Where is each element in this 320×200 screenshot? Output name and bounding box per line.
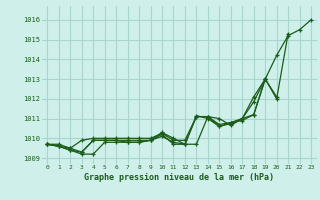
X-axis label: Graphe pression niveau de la mer (hPa): Graphe pression niveau de la mer (hPa) <box>84 173 274 182</box>
